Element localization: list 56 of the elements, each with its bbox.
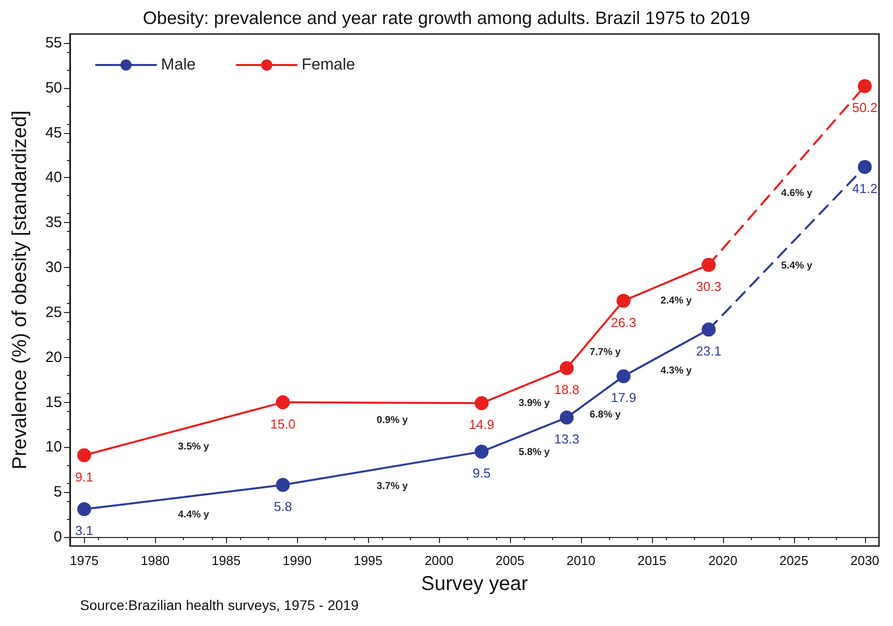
- annotation: 5.8% y: [518, 447, 550, 458]
- y-tick-label: 50: [45, 79, 62, 96]
- y-tick-label: 20: [45, 348, 62, 366]
- data-label: 26.3: [610, 314, 636, 330]
- y-axis-title: Prevalence (%) of obesity [standardized]: [9, 110, 31, 470]
- source-note: Source:Brazilian health surveys, 1975 - 2019: [80, 597, 359, 613]
- annotation: 3.7% y: [376, 480, 408, 492]
- x-tick-label: 2000: [424, 553, 454, 568]
- x-tick-label: 2010: [566, 553, 596, 568]
- data-label: 9.1: [75, 469, 94, 484]
- annotation: 4.6% y: [781, 188, 813, 199]
- annotation: 3.5% y: [178, 441, 210, 452]
- data-label: 23.1: [696, 344, 722, 359]
- data-label: 17.9: [610, 390, 636, 406]
- annotation: 0.9% y: [376, 415, 408, 426]
- data-label: 3.1: [75, 523, 94, 538]
- annotation: 7.7% y: [590, 346, 622, 358]
- data-label: 30.3: [696, 278, 722, 294]
- data-label: 9.5: [472, 466, 491, 481]
- data-label: 41.2: [852, 180, 878, 196]
- annotation: 5.4% y: [781, 260, 813, 272]
- x-tick-label: 1990: [282, 553, 312, 568]
- x-tick-label: 2030: [850, 553, 880, 568]
- annotation: 2.4% y: [660, 295, 692, 306]
- y-tick-label: 45: [45, 124, 62, 142]
- data-label: 18.8: [554, 382, 580, 398]
- x-tick-label: 1985: [212, 553, 241, 568]
- data-label: 13.3: [554, 432, 580, 447]
- x-tick-label: 2015: [637, 553, 666, 568]
- y-tick-label: 10: [45, 438, 62, 456]
- annotation: 4.3% y: [660, 365, 692, 376]
- data-label: 5.8: [274, 498, 292, 514]
- x-tick-label: 1980: [140, 553, 170, 568]
- x-tick-label: 2020: [708, 553, 738, 568]
- y-tick-label: 25: [45, 304, 62, 321]
- annotation: 6.8% y: [590, 409, 622, 420]
- y-tick-label: 40: [45, 169, 62, 186]
- legend-label: Male: [161, 56, 196, 74]
- data-label: 50.2: [852, 100, 878, 116]
- chart-title: Obesity: prevalence and year rate growth among adults. Brazil 1975 to 2019: [142, 8, 750, 28]
- x-tick-label: 1975: [70, 553, 99, 568]
- data-label: 14.9: [468, 417, 494, 432]
- y-tick-label: 15: [45, 394, 62, 411]
- y-tick-label: 5: [54, 484, 62, 501]
- y-tick-label: 55: [45, 34, 62, 52]
- annotation: 4.4% y: [178, 510, 210, 521]
- y-tick-label: 35: [45, 214, 62, 232]
- x-tick-label: 2005: [496, 553, 524, 568]
- annotation: 3.9% y: [518, 398, 550, 410]
- x-tick-label: 2025: [779, 553, 808, 568]
- legend-label: Female: [302, 56, 356, 74]
- y-tick-label: 30: [45, 259, 62, 276]
- x-axis-title: Survey year: [421, 573, 528, 595]
- y-tick-label: 0: [54, 528, 62, 546]
- x-tick-label: 1995: [354, 553, 383, 568]
- data-label: 15.0: [270, 416, 296, 432]
